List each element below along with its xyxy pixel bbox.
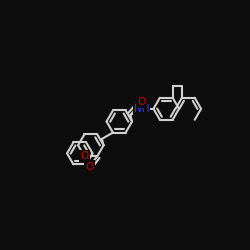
Text: O: O [86,162,94,172]
Text: O: O [137,97,145,108]
Text: NH: NH [134,104,149,114]
Text: O: O [80,151,88,161]
